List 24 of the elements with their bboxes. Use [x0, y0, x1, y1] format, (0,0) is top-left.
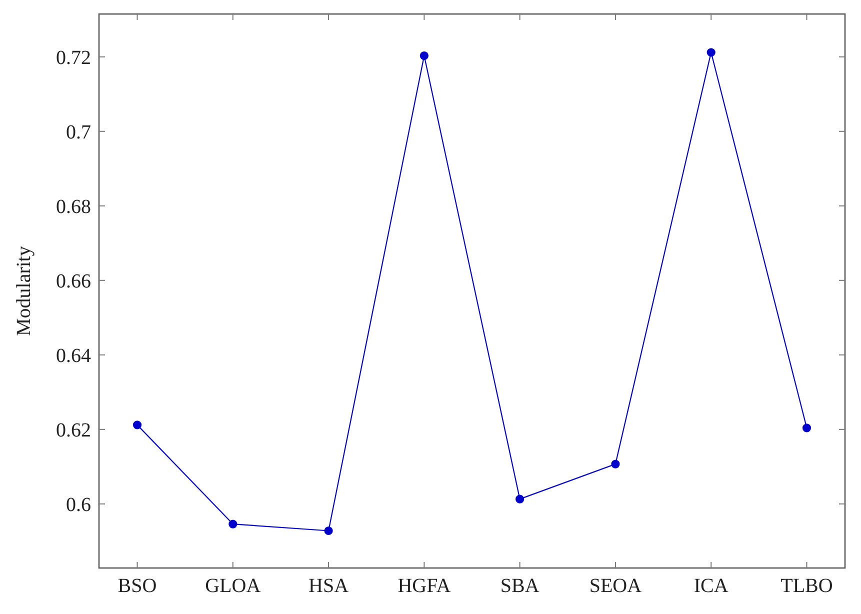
y-tick-label: 0.66	[56, 270, 91, 292]
x-tick-label: ICA	[694, 575, 729, 597]
y-tick-label: 0.68	[56, 196, 91, 218]
y-tick-label: 0.72	[56, 46, 91, 69]
x-tick-label: SBA	[500, 575, 540, 597]
point	[611, 460, 620, 468]
y-tick-label: 0.7	[66, 121, 91, 144]
point	[228, 520, 238, 528]
x-tick-label: GLOA	[205, 575, 262, 597]
y-tick-label: 0.62	[56, 419, 91, 442]
point	[706, 48, 716, 57]
y-tick-label: 0.64	[56, 344, 91, 367]
x-tick-label: TLBO	[780, 575, 833, 597]
point	[132, 420, 142, 430]
x-tick-label: HSA	[308, 575, 350, 597]
point	[516, 494, 524, 504]
point	[420, 51, 428, 60]
x-tick-label: BSO	[118, 575, 157, 597]
x-tick-label: HGFA	[398, 575, 452, 597]
y-tick-label: 0.6	[66, 494, 91, 516]
point	[802, 424, 812, 432]
point	[324, 526, 333, 536]
x-tick-label: SEOA	[589, 575, 642, 597]
y-axis-title: Modularity	[13, 246, 35, 336]
